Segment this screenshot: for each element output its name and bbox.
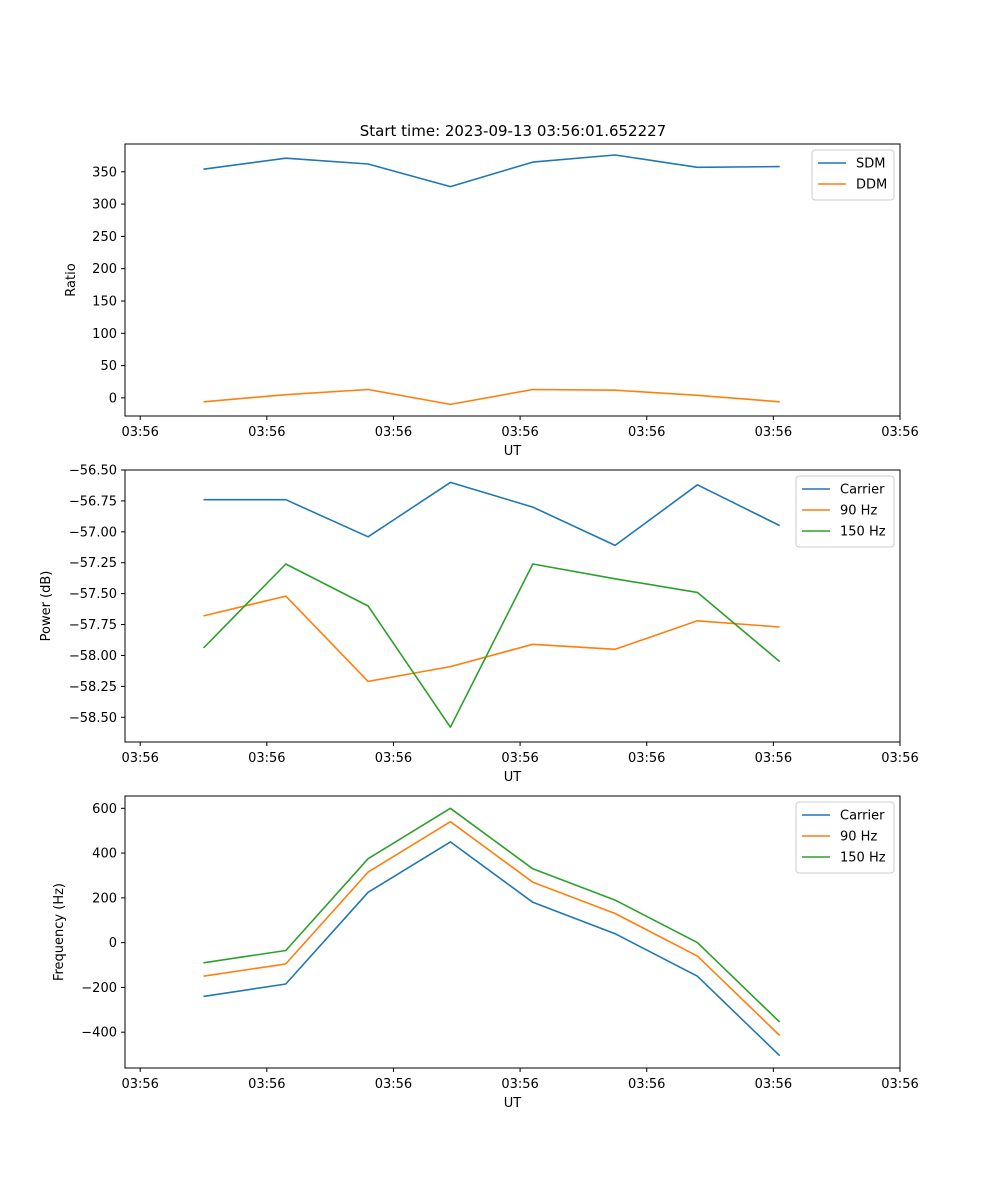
- y-tick-label: 600: [92, 802, 117, 817]
- y-tick-label: −200: [81, 981, 117, 996]
- y-axis-label: Power (dB): [39, 571, 54, 642]
- y-tick-label: 400: [92, 847, 117, 862]
- legend-label: 150 Hz: [840, 851, 886, 866]
- x-tick-label: 03:56: [248, 1077, 285, 1092]
- x-tick-label: 03:56: [501, 425, 538, 440]
- axes-frame: [124, 795, 901, 1069]
- legend-label: Carrier: [840, 483, 885, 498]
- series-line-150-hz: [202, 563, 781, 729]
- axes-container: 03:56 03:56 03:56 03:56 03:56 03:56 03:56 0 50 10…: [39, 143, 919, 1111]
- x-tick-label: 03:56: [121, 751, 158, 766]
- legend-label: 150 Hz: [840, 525, 886, 540]
- x-axis-label: UT: [504, 444, 522, 459]
- x-tick-label: 03:56: [375, 751, 412, 766]
- x-axis-label: UT: [504, 770, 522, 785]
- x-tick-label: 03:56: [501, 1077, 538, 1092]
- x-axis-label: UT: [504, 1096, 522, 1111]
- y-tick-label: 50: [100, 359, 117, 374]
- y-tick-label: 200: [92, 891, 117, 906]
- legend-label: 90 Hz: [840, 504, 877, 519]
- y-tick-label: 350: [92, 165, 117, 180]
- x-tick-label: 03:56: [881, 1077, 918, 1092]
- legend: Carrier 90 Hz 150 Hz: [795, 801, 895, 874]
- y-tick-label: 100: [92, 327, 117, 342]
- x-tick-label: 03:56: [755, 425, 792, 440]
- y-axis-label: Ratio: [64, 263, 79, 296]
- figure-title: Start time: 2023-09-13 03:56:01.652227: [360, 122, 666, 140]
- x-tick-label: 03:56: [881, 751, 918, 766]
- y-tick-label: −57.00: [69, 525, 117, 540]
- x-tick-label: 03:56: [755, 751, 792, 766]
- series-line-ddm: [203, 388, 780, 406]
- x-tick-label: 03:56: [501, 751, 538, 766]
- x-tick-label: 03:56: [248, 751, 285, 766]
- x-tick-label: 03:56: [375, 1077, 412, 1092]
- y-tick-label: −400: [81, 1026, 117, 1041]
- series-line-90-hz: [203, 820, 781, 1037]
- x-tick-label: 03:56: [121, 425, 158, 440]
- y-tick-label: 0: [109, 391, 117, 406]
- y-tick-label: 0: [109, 936, 117, 951]
- x-tick-label: 03:56: [628, 425, 665, 440]
- legend-box: [795, 475, 895, 548]
- axes-frame: [124, 469, 901, 743]
- x-tick-label: 03:56: [755, 1077, 792, 1092]
- series-line-carrier: [203, 841, 781, 1057]
- legend-label: 90 Hz: [840, 830, 877, 845]
- legend-label: SDM: [856, 157, 885, 172]
- legend: SDM DDM: [811, 149, 895, 201]
- legend-label: Carrier: [840, 809, 885, 824]
- x-tick-label: 03:56: [248, 425, 285, 440]
- y-tick-label: 200: [92, 262, 117, 277]
- legend-box: [795, 801, 895, 874]
- series-line-150-hz: [203, 807, 781, 1023]
- y-tick-label: −57.75: [69, 618, 117, 633]
- x-tick-label: 03:56: [121, 1077, 158, 1092]
- y-tick-label: −58.25: [69, 680, 117, 695]
- x-tick-label: 03:56: [881, 425, 918, 440]
- y-tick-label: −58.50: [69, 711, 117, 726]
- axes-frame: [124, 143, 901, 417]
- x-tick-label: 03:56: [628, 1077, 665, 1092]
- chart-panel-1: 03:56 03:56 03:56 03:56 03:56 03:56 03:56 0 50 10…: [64, 143, 919, 459]
- y-tick-label: −58.00: [69, 649, 117, 664]
- y-tick-label: 250: [92, 230, 117, 245]
- series-line-sdm: [203, 154, 780, 188]
- chart-panel-2: 03:56 03:56 03:56 03:56 03:56 03:56 03:56 −58.5…: [39, 464, 919, 786]
- y-tick-label: −56.50: [69, 464, 117, 479]
- series-line-90-hz: [203, 595, 780, 683]
- y-tick-label: −57.50: [69, 587, 117, 602]
- y-tick-label: −56.75: [69, 494, 117, 509]
- legend: Carrier 90 Hz 150 Hz: [795, 475, 895, 548]
- y-tick-label: 150: [92, 294, 117, 309]
- legend-label: DDM: [856, 178, 887, 193]
- x-tick-label: 03:56: [375, 425, 412, 440]
- series-line-carrier: [203, 481, 781, 547]
- y-tick-label: −57.25: [69, 556, 117, 571]
- chart-panel-3: 03:56 03:56 03:56 03:56 03:56 03:56 03:56 −400 −…: [52, 795, 919, 1111]
- x-tick-label: 03:56: [628, 751, 665, 766]
- y-tick-label: 300: [92, 198, 117, 213]
- y-axis-label: Frequency (Hz): [52, 883, 67, 981]
